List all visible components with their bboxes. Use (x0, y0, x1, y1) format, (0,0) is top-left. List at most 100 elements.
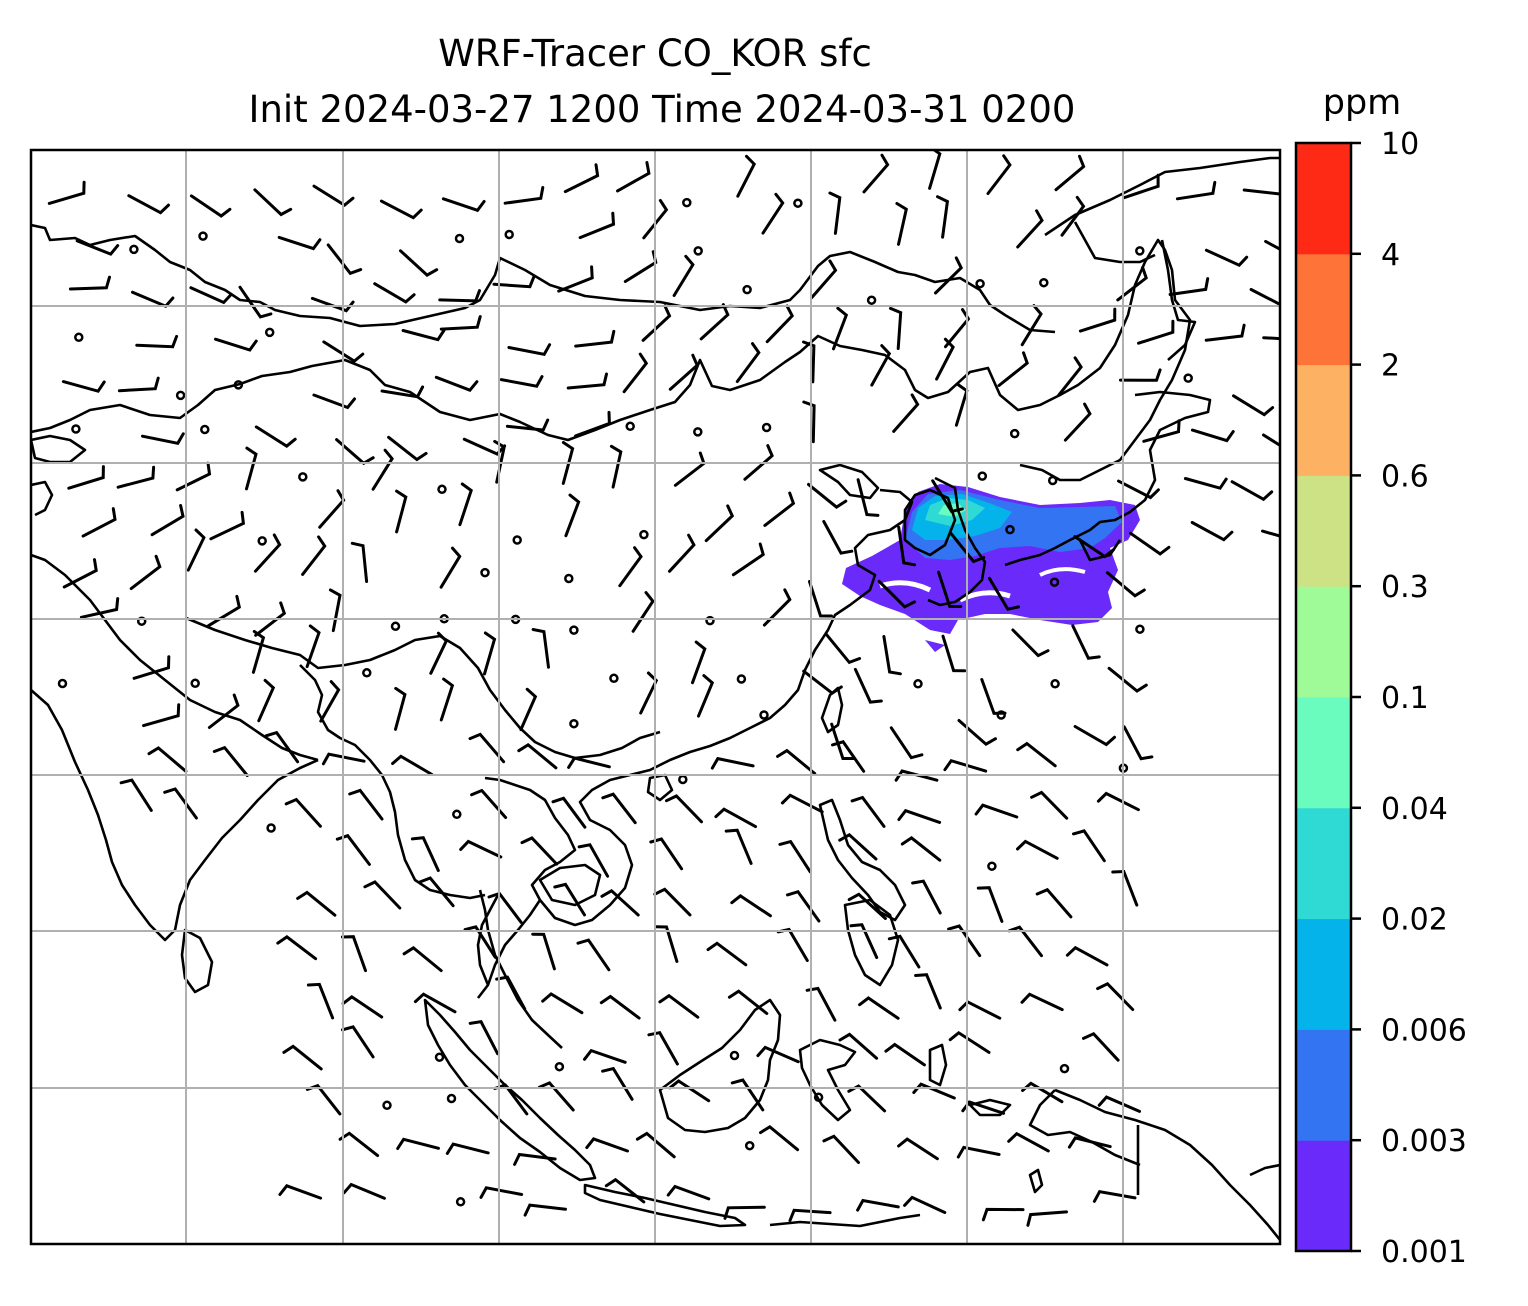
wind-barb (463, 925, 497, 959)
wind-barb-calm (512, 535, 522, 545)
wind-barb (163, 787, 198, 820)
wind-barb (935, 337, 955, 381)
wind-barb (379, 199, 423, 220)
wind-barb (561, 441, 575, 485)
wind-barb (897, 1137, 939, 1161)
wind-barb (577, 843, 610, 878)
wind-barb (81, 507, 117, 538)
wind-barb (943, 758, 988, 773)
wind-barb (1065, 945, 1109, 967)
wind-barb (296, 890, 337, 917)
wind-barb (706, 941, 748, 967)
wind-barb (399, 249, 439, 277)
wind-barb (257, 678, 276, 723)
wind-barb (326, 243, 363, 276)
wind-barb (541, 992, 584, 1015)
wind-barb (743, 444, 774, 481)
wind-barb (396, 1137, 440, 1150)
wind-barb (305, 624, 321, 669)
wind-barb-calm (1005, 524, 1015, 535)
wind-barb (724, 828, 753, 865)
wind-barb-calm (975, 278, 985, 289)
wind-barb (141, 432, 185, 445)
wind-barb (429, 631, 449, 675)
wind-barb (251, 630, 266, 674)
wind-barb (825, 633, 862, 665)
wind-barb (574, 410, 611, 438)
wind-barb (912, 1082, 956, 1100)
wind-barb (363, 880, 402, 910)
wind-barb (838, 832, 878, 861)
wind-barb (189, 194, 232, 218)
wind-barb (441, 197, 486, 213)
wind-barb (847, 892, 887, 920)
wind-barb (1016, 839, 1059, 860)
wind-barb (563, 163, 600, 194)
wind-barb (585, 1137, 629, 1153)
wind-barb-calm (759, 710, 769, 720)
wind-barb (778, 839, 812, 874)
wind-barb (889, 306, 903, 350)
wind-barb (301, 535, 327, 576)
wind-barb (974, 803, 1019, 819)
wind-barb (903, 1195, 947, 1214)
wind-barb (1030, 790, 1069, 820)
wind-barb (61, 380, 106, 393)
wind-barb (1264, 239, 1280, 251)
wind-barb-calm (609, 673, 619, 684)
wind-barb (583, 1048, 627, 1064)
wind-barb (207, 693, 240, 729)
wind-barb (312, 393, 356, 410)
wind-barb (127, 194, 170, 215)
wind-barb (458, 482, 473, 527)
wind-barb (699, 303, 730, 341)
wind-barb (1011, 628, 1050, 658)
wind-barb (1262, 336, 1280, 341)
colorbar-ticks: 0.001 0.003 0.006 0.02 0.04 0.1 0.3 0.6 2 4 10 (1351, 127, 1467, 1270)
wind-barb (1016, 209, 1044, 249)
wind-barb (763, 491, 796, 527)
wind-barb (704, 504, 735, 543)
wind-barb-calm (569, 718, 579, 729)
wind-barb (788, 1208, 832, 1222)
wind-barb (517, 742, 558, 770)
wind-barb (322, 340, 365, 363)
wind-barb (505, 418, 550, 432)
wind-barb (186, 528, 206, 572)
wind-barb (858, 996, 900, 1020)
wind-barb (776, 748, 817, 775)
wind-barb (735, 342, 761, 383)
wind-barb (889, 726, 924, 760)
gridlines (31, 150, 1280, 1244)
wind-barb (1020, 304, 1043, 347)
chart-title: WRF-Tracer CO_KOR sfc (438, 32, 872, 75)
colorbar-unit: ppm (1323, 83, 1402, 123)
wind-barb-calm (977, 471, 988, 481)
wind-barb (897, 808, 942, 824)
wind-barb (513, 1152, 557, 1166)
wind-barb (599, 994, 641, 1020)
wind-barb (653, 887, 692, 917)
wind-barb (759, 1124, 800, 1152)
wind-barb (831, 740, 866, 773)
wind-barb (564, 493, 581, 538)
wind-barb-calm (813, 1092, 824, 1103)
wind-barb (1063, 402, 1092, 442)
wind-barb (604, 1177, 646, 1204)
wind-barb (762, 588, 792, 627)
wind-barb-calm (1059, 1063, 1070, 1074)
wind-barb-calm (987, 861, 997, 871)
wind-barb (1204, 248, 1249, 268)
wind-barb (576, 938, 611, 972)
wind-barb (1232, 394, 1275, 417)
wind-barb (736, 154, 757, 198)
wind-barb (609, 444, 623, 489)
wind-barb (434, 375, 479, 392)
wind-barb (666, 1184, 711, 1201)
wind-barb (830, 722, 856, 760)
wind-barb-calm (71, 424, 81, 434)
wind-barb (319, 680, 341, 723)
wind-barb (1105, 571, 1146, 598)
wind-barb (67, 465, 105, 490)
wind-barb-calm (682, 197, 692, 208)
